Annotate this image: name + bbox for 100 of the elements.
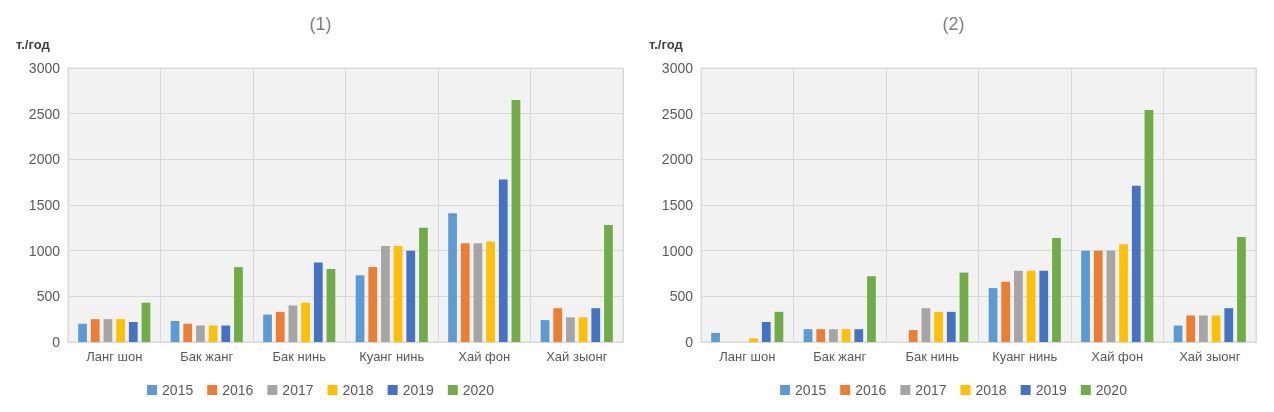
bar <box>604 225 613 342</box>
y-tick-label: 2500 <box>661 105 694 122</box>
x-tick-label: Куанг нинь <box>359 349 425 364</box>
y-tick-label: 2500 <box>28 105 61 122</box>
bar <box>1026 270 1036 342</box>
bar <box>90 319 100 342</box>
bar <box>103 319 113 342</box>
x-tick-label: Хай фон <box>458 349 511 364</box>
legend-label: 2016 <box>222 382 254 398</box>
y-tick-label: 0 <box>52 334 61 350</box>
bar <box>406 250 416 342</box>
y-axis-title: т./год <box>649 37 684 52</box>
bar <box>78 323 87 342</box>
y-tick-label: 0 <box>685 334 694 350</box>
x-tick-label: Хай фон <box>1091 349 1144 364</box>
bar <box>473 243 483 342</box>
legend-label: 2017 <box>282 382 314 398</box>
y-tick-label: 3000 <box>28 60 61 76</box>
bar <box>1001 281 1011 342</box>
legend-label: 2020 <box>462 382 495 398</box>
bar <box>921 308 931 342</box>
chart-title: (2) <box>942 14 965 34</box>
x-tick-label: Ланг шон <box>719 349 776 364</box>
bar <box>1224 308 1234 342</box>
legend-label: 2018 <box>975 382 1007 398</box>
bar <box>1106 250 1116 342</box>
bar <box>326 268 336 342</box>
bar <box>540 320 550 342</box>
bar <box>234 267 243 342</box>
bar <box>275 311 285 342</box>
bar <box>578 317 588 342</box>
chart-title: (1) <box>309 14 332 34</box>
bar <box>313 262 323 342</box>
legend-label: 2019 <box>1035 382 1067 398</box>
legend-label: 2019 <box>402 382 434 398</box>
x-tick-label: Бак нинь <box>905 349 960 364</box>
bar <box>355 275 365 342</box>
legend-label: 2016 <box>855 382 887 398</box>
bar <box>170 320 180 342</box>
bar <box>221 325 231 342</box>
bar <box>288 305 298 342</box>
x-tick-label: Ланг шон <box>86 349 143 364</box>
bar <box>761 321 771 342</box>
bar <box>934 311 943 342</box>
bar <box>749 338 758 342</box>
bar <box>301 302 310 342</box>
bar <box>1093 250 1103 342</box>
x-tick-label: Куанг нинь <box>992 349 1058 364</box>
bar <box>1039 270 1049 342</box>
bar <box>1014 270 1023 342</box>
bar <box>946 311 956 342</box>
bar <box>1131 185 1141 342</box>
bar <box>1052 237 1061 342</box>
bar <box>419 227 428 342</box>
y-tick-label: 2000 <box>28 151 61 168</box>
bar <box>553 308 563 342</box>
bar <box>841 329 851 342</box>
y-tick-label: 1000 <box>661 242 694 259</box>
bar <box>1237 236 1246 342</box>
y-tick-label: 500 <box>36 288 61 305</box>
bar <box>867 276 876 342</box>
bar <box>1211 315 1221 342</box>
y-tick-label: 2000 <box>661 151 694 168</box>
bar <box>381 246 390 342</box>
bar <box>116 319 125 342</box>
bar <box>803 329 813 342</box>
bar <box>566 317 575 342</box>
x-tick-label: Бак нинь <box>272 349 327 364</box>
bar <box>128 321 138 342</box>
bar <box>511 99 521 342</box>
bar <box>988 288 998 342</box>
bar <box>486 241 495 342</box>
y-tick-label: 1500 <box>661 197 694 213</box>
x-tick-label: Бак жанг <box>813 349 867 364</box>
bar <box>591 308 601 342</box>
legend-label: 2020 <box>1095 382 1128 398</box>
y-tick-label: 1000 <box>28 242 61 259</box>
y-axis-title: т./год <box>16 37 51 52</box>
bar <box>711 332 720 342</box>
bar <box>816 329 826 342</box>
x-tick-label: Хай зыонг <box>546 349 608 364</box>
legend-label: 2015 <box>795 382 827 398</box>
y-tick-label: 500 <box>669 288 694 305</box>
legend-label: 2015 <box>162 382 194 398</box>
bar <box>183 323 193 342</box>
y-tick-label: 1500 <box>28 197 61 213</box>
bar <box>368 267 378 342</box>
x-tick-label: Бак жанг <box>180 349 234 364</box>
bar <box>141 302 151 342</box>
bar <box>498 179 508 342</box>
bar <box>448 213 457 342</box>
bar <box>908 330 918 342</box>
bar <box>1144 110 1154 342</box>
bar <box>1199 315 1208 342</box>
legend-label: 2018 <box>342 382 374 398</box>
bar <box>1119 244 1128 342</box>
bar <box>196 325 205 342</box>
bar <box>774 311 784 342</box>
bar <box>460 243 470 342</box>
x-tick-label: Хай зыонг <box>1179 349 1241 364</box>
